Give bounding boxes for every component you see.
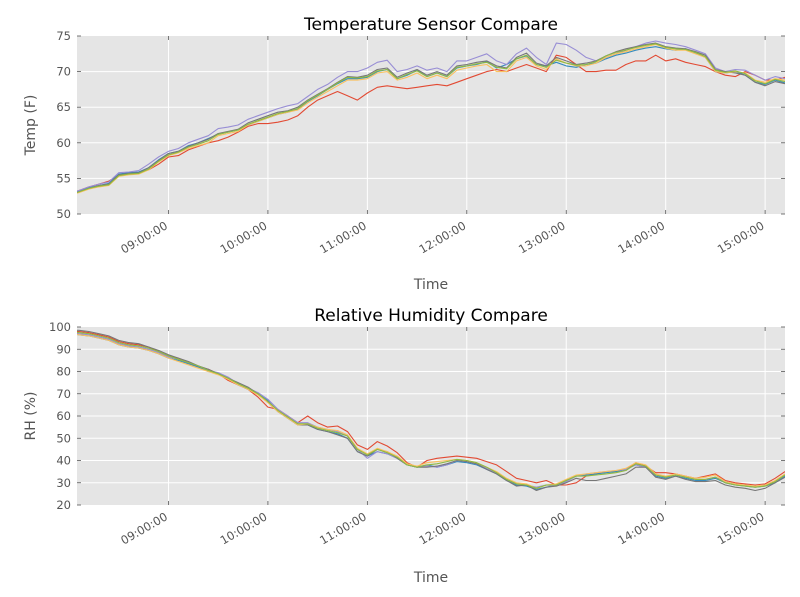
x-tick-label: 12:00:00: [417, 218, 469, 256]
x-tick-label: 14:00:00: [615, 509, 667, 547]
y-tick-label: 65: [56, 100, 71, 114]
x-tick-label: 09:00:00: [118, 509, 170, 547]
series-line: [77, 43, 785, 194]
series-lines: [77, 329, 785, 492]
y-axis-label: Temp (F): [23, 95, 39, 157]
y-tick-label: 90: [56, 342, 71, 356]
x-axis-label: Time: [413, 570, 448, 586]
chart-title: Relative Humidity Compare: [314, 306, 548, 326]
y-tick-label: 70: [56, 65, 71, 79]
y-tick-label: 80: [56, 365, 71, 379]
series-line: [77, 331, 785, 489]
y-tick-label: 40: [56, 454, 71, 468]
plot-area: [77, 36, 785, 214]
y-tick-label: 60: [56, 136, 71, 150]
y-tick-label: 50: [56, 207, 71, 221]
series-line: [77, 333, 785, 489]
x-axis-label: Time: [413, 277, 448, 293]
y-tick-label: 50: [56, 431, 71, 445]
x-tick-label: 13:00:00: [516, 218, 568, 256]
y-ticks: 20 30 40 50 60 70 80 90 100: [49, 320, 785, 512]
x-tick-label: 15:00:00: [715, 509, 767, 547]
x-tick-label: 14:00:00: [615, 218, 667, 256]
series-line: [77, 54, 785, 192]
series-line: [77, 43, 785, 194]
series-line: [77, 40, 785, 192]
x-tick-label: 10:00:00: [218, 218, 270, 256]
series-lines: [77, 40, 785, 194]
x-tick-label: 13:00:00: [516, 509, 568, 547]
y-tick-label: 30: [56, 476, 71, 490]
chart-title: Temperature Sensor Compare: [303, 15, 558, 35]
y-tick-label: 70: [56, 387, 71, 401]
y-tick-label: 55: [56, 171, 71, 185]
x-tick-label: 12:00:00: [417, 509, 469, 547]
gridlines: [77, 36, 785, 214]
y-tick-label: 20: [56, 498, 71, 512]
y-ticks: 50 55 60 65 70 75: [56, 29, 785, 221]
x-tick-label: 15:00:00: [715, 218, 767, 256]
humidity-chart: Relative Humidity Compare 20 30 40 50 60 70 80…: [23, 306, 785, 586]
temperature-chart: Temperature Sensor Compare 505560657075 …: [23, 15, 785, 293]
y-tick-label: 100: [49, 320, 71, 334]
y-axis-label: RH (%): [23, 392, 39, 441]
x-tick-label: 09:00:00: [118, 218, 170, 256]
y-tick-label: 60: [56, 409, 71, 423]
x-tick-label: 10:00:00: [218, 509, 270, 547]
x-tick-label: 11:00:00: [317, 509, 369, 547]
y-tick-label: 75: [56, 29, 71, 43]
series-line: [77, 42, 785, 194]
series-line: [77, 329, 785, 492]
x-tick-label: 11:00:00: [317, 218, 369, 256]
